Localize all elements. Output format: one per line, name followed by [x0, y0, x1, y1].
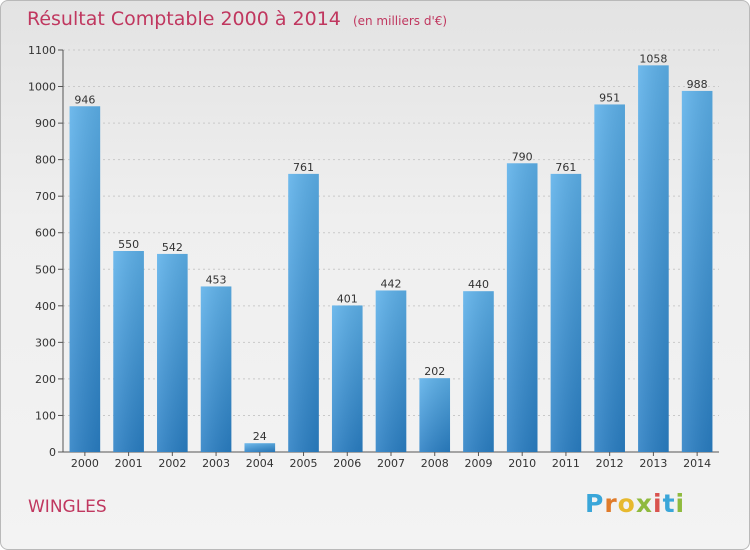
logo-letter: i	[675, 489, 686, 518]
bar-shade	[157, 253, 188, 452]
data-label: 24	[253, 430, 267, 443]
x-tick-label: 2006	[333, 457, 361, 470]
data-label: 951	[599, 91, 620, 104]
y-tick-label: 300	[35, 336, 56, 349]
y-tick-label: 900	[35, 117, 56, 130]
bar-shade	[594, 104, 625, 452]
y-tick-label: 0	[49, 446, 56, 459]
proxiti-logo: Proxiti	[585, 489, 685, 518]
y-tick-label: 400	[35, 300, 56, 313]
logo-letter: o	[617, 489, 636, 518]
y-tick-label: 100	[35, 409, 56, 422]
bar-shade	[550, 173, 582, 452]
bar-shade	[419, 378, 451, 452]
data-label: 761	[555, 161, 576, 174]
bar-shade	[638, 65, 669, 452]
x-tick-label: 2007	[377, 457, 405, 470]
data-label: 761	[293, 161, 314, 174]
chart-subtitle: (en milliers d'€)	[352, 14, 448, 28]
x-tick-label: 2013	[639, 457, 667, 470]
x-tick-label: 2004	[246, 457, 274, 470]
chart-title-text: Résultat Comptable 2000 à 2014	[27, 8, 341, 30]
bar-shade	[113, 251, 144, 452]
x-tick-label: 2000	[71, 457, 99, 470]
logo-letter: t	[662, 489, 676, 518]
x-tick-label: 2010	[508, 457, 536, 470]
x-tick-label: 2011	[552, 457, 580, 470]
label-layer: 946 550 542 453 24 761 401 442 202 440 790 761 951 10…	[74, 52, 707, 443]
bar-shade	[200, 286, 232, 452]
y-tick-label: 1100	[28, 44, 56, 57]
bar-shade	[288, 173, 319, 452]
data-label: 790	[512, 150, 533, 163]
place-name: WINGLES	[28, 497, 107, 517]
data-label: 440	[468, 278, 489, 291]
logo-letter: i	[653, 489, 663, 518]
bar-shade	[463, 291, 494, 452]
y-tick-label: 200	[35, 373, 56, 386]
y-tick-label: 500	[35, 263, 56, 276]
x-tick-label: 2008	[421, 457, 449, 470]
bar-shade	[375, 290, 407, 452]
y-tick-label: 1000	[28, 81, 56, 94]
x-tick-label: 2002	[158, 457, 186, 470]
x-tick-label: 2001	[115, 457, 143, 470]
x-tick-label: 2014	[683, 457, 711, 470]
y-tick-label: 600	[35, 227, 56, 240]
data-label: 453	[206, 273, 227, 286]
data-label: 202	[424, 365, 445, 378]
chart-title: Résultat Comptable 2000 à 2014 (en milli…	[27, 8, 447, 30]
logo-letter: x	[635, 489, 653, 518]
bar-shade	[331, 305, 363, 452]
data-label: 946	[74, 93, 95, 106]
data-label: 988	[687, 78, 708, 91]
x-tick-label: 2009	[464, 457, 492, 470]
y-tick-label: 700	[35, 190, 56, 203]
bar-layer	[69, 65, 713, 453]
bar-shade	[69, 106, 101, 452]
logo-letter: r	[604, 489, 618, 518]
data-label: 442	[381, 277, 402, 290]
y-tick-label: 800	[35, 154, 56, 167]
bar-shade	[681, 90, 713, 452]
data-label: 1058	[639, 52, 667, 65]
logo-letter: P	[585, 489, 605, 518]
bar-shade	[244, 443, 276, 452]
x-tick-label: 2003	[202, 457, 230, 470]
bar-shade	[506, 163, 538, 453]
x-tick-label: 2012	[596, 457, 624, 470]
data-label: 542	[162, 241, 183, 254]
data-label: 401	[337, 292, 358, 305]
x-tick-label: 2005	[290, 457, 318, 470]
data-label: 550	[118, 238, 139, 251]
